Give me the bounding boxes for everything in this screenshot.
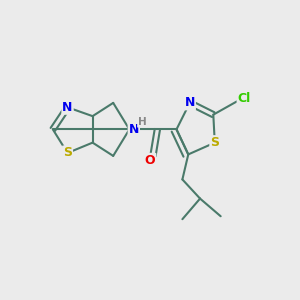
Text: H: H [138, 117, 146, 127]
Text: Cl: Cl [238, 92, 251, 105]
Text: S: S [63, 146, 72, 159]
Text: N: N [62, 101, 73, 114]
Text: N: N [184, 96, 195, 110]
Text: N: N [129, 123, 139, 136]
Text: S: S [210, 136, 219, 149]
Text: O: O [145, 154, 155, 167]
